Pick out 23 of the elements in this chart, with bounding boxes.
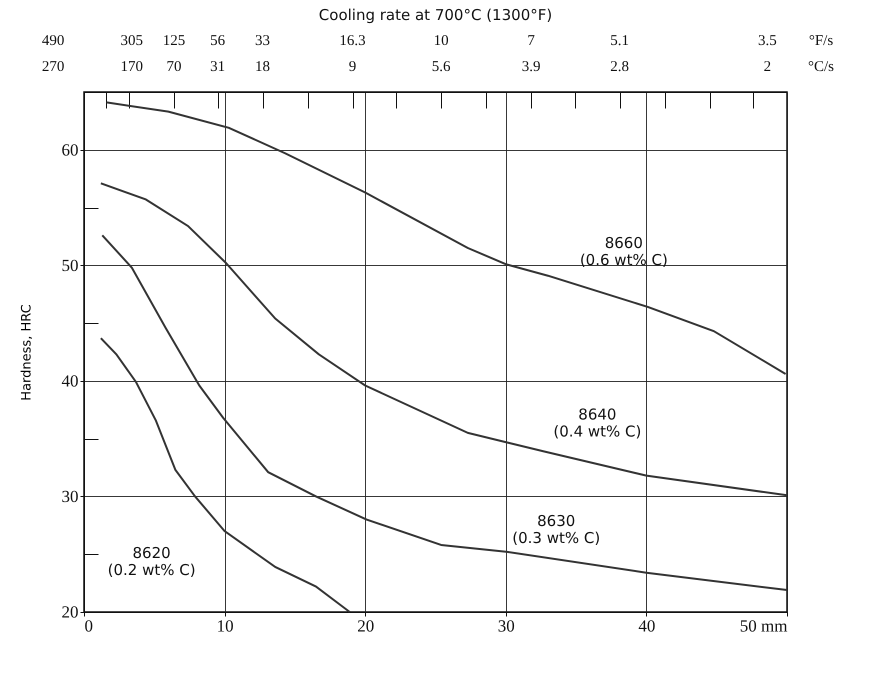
series-label: 8660 (0.6 wt% C) (580, 234, 668, 269)
series-label: 8630 (0.3 wt% C) (512, 512, 600, 547)
x-tick-label: 0 (84, 616, 93, 636)
y-tick-label: 30 (62, 486, 78, 506)
y-tick-label: 50 (62, 256, 78, 275)
series-label: 8640 (0.4 wt% C) (553, 406, 642, 441)
x-tick-label: 10 (216, 616, 234, 636)
x-tick-label: 30 (498, 616, 515, 636)
text: 270 170 70 31 18 9 5.6 3.9 2.8 2 °C/s (42, 59, 834, 75)
text: 8620 (0.2 wt% C) (108, 544, 196, 580)
y-tick-label: 20 (62, 602, 78, 622)
y-tick-label: 60 (62, 140, 78, 160)
y-tick-label: 40 (62, 371, 78, 390)
line-series (101, 234, 788, 592)
line-series (100, 337, 351, 613)
x-tick-label: 40 (638, 616, 656, 636)
line-series (100, 182, 788, 496)
text: 490 305 125 56 33 16.3 10 7 5.1 3.5 °F/s (42, 33, 834, 49)
y-axis-title: Hardness, HRC (20, 304, 34, 401)
x-tick-label: 50 mm (740, 616, 788, 636)
chart-title: Cooling rate at 700°C (1300°F) (318, 6, 552, 24)
x-tick-label: 20 (357, 616, 374, 636)
line-series (105, 101, 787, 375)
